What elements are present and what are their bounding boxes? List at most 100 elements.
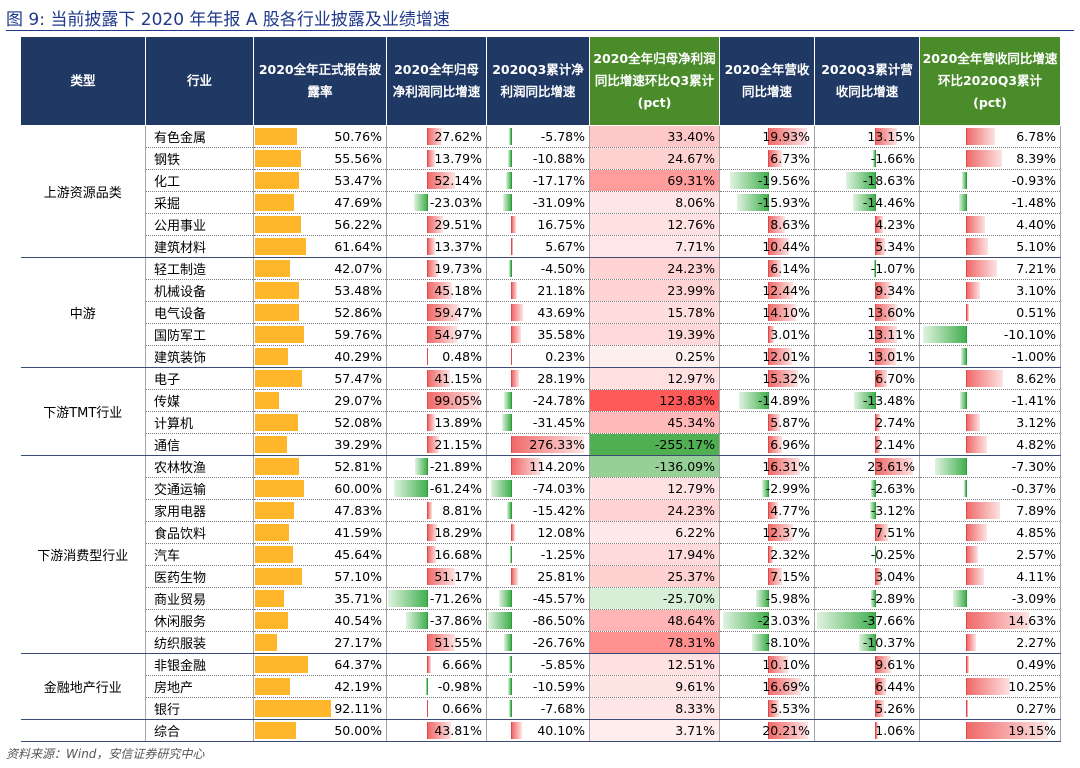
value-text: 92.11%: [334, 701, 382, 716]
q3-profit-yoy-cell: -7.68%: [486, 697, 590, 720]
data-bar: [965, 722, 1049, 739]
revenue-change-cell: 4.82%: [919, 433, 1061, 456]
data-bar: [767, 128, 808, 145]
heat-fill: [590, 148, 719, 169]
header-revenue-change: 2020全年营收同比增速环比2020Q3累计(pct): [919, 36, 1061, 126]
data-bar: [426, 436, 439, 453]
q3-revenue-yoy-cell: 13.01%: [814, 345, 920, 368]
revenue-yoy-cell: -15.93%: [719, 191, 815, 214]
value-text: 10.44%: [762, 239, 810, 254]
data-bar: [961, 348, 967, 365]
profit-yoy-cell: 18.29%: [386, 521, 487, 544]
data-bar: [767, 282, 793, 299]
data-bar: [965, 502, 1001, 519]
value-text: 13.15%: [867, 129, 915, 144]
q3-revenue-yoy-cell: -1.66%: [814, 147, 920, 170]
q3-revenue-yoy-cell: 6.70%: [814, 367, 920, 390]
profit-change-cell: 24.23%: [589, 499, 720, 522]
revenue-yoy-cell: 20.21%: [719, 719, 815, 742]
q3-revenue-yoy-cell: 23.61%: [814, 455, 920, 478]
table-row: 钢铁 55.56% 13.79% -10.88% 24.67% 6.73% -1.66% 8.…: [21, 147, 1061, 170]
data-bar: [965, 612, 1029, 629]
data-bar: [502, 414, 512, 431]
value-text: -10.10%: [1003, 327, 1056, 342]
revenue-change-cell: -0.37%: [919, 477, 1061, 500]
profit-change-cell: -136.09%: [589, 455, 720, 478]
industry-cell: 医药生物: [145, 565, 254, 588]
revenue-change-cell: 7.21%: [919, 257, 1061, 280]
revenue-change-cell: 4.40%: [919, 213, 1061, 236]
group-type-cell: 上游资源品类: [20, 125, 146, 258]
value-text: 123.83%: [659, 393, 715, 408]
data-bar: [767, 700, 780, 717]
value-text: 5.34%: [875, 239, 915, 254]
value-text: 3.04%: [875, 569, 915, 584]
value-text: 3.12%: [1016, 415, 1056, 430]
value-text: 12.37%: [762, 525, 810, 540]
revenue-yoy-cell: 4.77%: [719, 499, 815, 522]
value-text: 15.32%: [762, 371, 810, 386]
q3-revenue-yoy-cell: -10.37%: [814, 631, 920, 654]
data-bar: [875, 700, 885, 717]
value-text: 12.44%: [762, 283, 810, 298]
data-bar: [934, 458, 967, 475]
value-text: -23.03%: [429, 195, 482, 210]
value-text: 13.89%: [434, 415, 482, 430]
value-text: 27.17%: [334, 635, 382, 650]
value-text: -7.30%: [1011, 459, 1056, 474]
table-row: 交通运输 60.00% -61.24% -74.03% 12.79% -2.99% -2.6…: [21, 477, 1061, 500]
data-bar: [846, 172, 877, 189]
value-text: 16.75%: [537, 217, 585, 232]
value-text: 7.15%: [770, 569, 810, 584]
q3-revenue-yoy-cell: 6.44%: [814, 675, 920, 698]
profit-yoy-cell: 21.15%: [386, 433, 487, 456]
data-bar: [426, 634, 456, 651]
revenue-change-cell: 3.12%: [919, 411, 1061, 434]
data-bar: [767, 678, 802, 695]
heat-fill: [590, 654, 719, 675]
profit-yoy-cell: 99.05%: [386, 389, 487, 412]
table-row: 传媒 29.07% 99.05% -24.78% 123.83% -14.89% -13.4…: [21, 389, 1061, 412]
revenue-yoy-cell: 6.14%: [719, 257, 815, 280]
data-bar: [426, 172, 456, 189]
q3-revenue-yoy-cell: 13.11%: [814, 323, 920, 346]
data-bar: [767, 216, 786, 233]
data-bar: [255, 458, 299, 475]
revenue-yoy-cell: 16.31%: [719, 455, 815, 478]
industry-cell: 非银金融: [145, 653, 254, 676]
value-text: 5.10%: [1016, 239, 1056, 254]
industry-cell: 房地产: [145, 675, 254, 698]
disclosure-rate-cell: 45.64%: [253, 543, 387, 566]
industry-cell: 农林牧渔: [145, 455, 254, 478]
profit-change-cell: 23.99%: [589, 279, 720, 302]
data-bar: [875, 304, 898, 321]
revenue-yoy-cell: 6.73%: [719, 147, 815, 170]
value-text: 19.73%: [434, 261, 482, 276]
data-bar: [255, 150, 301, 167]
data-bar: [510, 458, 542, 475]
revenue-yoy-cell: 12.01%: [719, 345, 815, 368]
value-text: 2.14%: [875, 437, 915, 452]
industry-cell: 建筑材料: [145, 235, 254, 258]
data-bar: [509, 656, 512, 673]
revenue-yoy-cell: 10.44%: [719, 235, 815, 258]
q3-revenue-yoy-cell: 2.14%: [814, 433, 920, 456]
heat-fill: [590, 434, 719, 455]
data-bar: [816, 612, 877, 629]
q3-profit-yoy-cell: -26.76%: [486, 631, 590, 654]
value-text: 51.55%: [434, 635, 482, 650]
data-bar: [426, 722, 451, 739]
data-bar: [755, 590, 769, 607]
profit-change-cell: 24.67%: [589, 147, 720, 170]
data-bar: [875, 326, 897, 343]
revenue-change-cell: 0.51%: [919, 301, 1061, 324]
q3-profit-yoy-cell: 12.08%: [486, 521, 590, 544]
profit-yoy-cell: 51.17%: [386, 565, 487, 588]
industry-cell: 有色金属: [145, 125, 254, 148]
data-bar: [965, 634, 977, 651]
data-bar: [255, 590, 285, 607]
value-text: 14.63%: [1008, 613, 1056, 628]
q3-profit-yoy-cell: 43.69%: [486, 301, 590, 324]
q3-profit-yoy-cell: -31.45%: [486, 411, 590, 434]
value-text: -14.89%: [757, 393, 810, 408]
